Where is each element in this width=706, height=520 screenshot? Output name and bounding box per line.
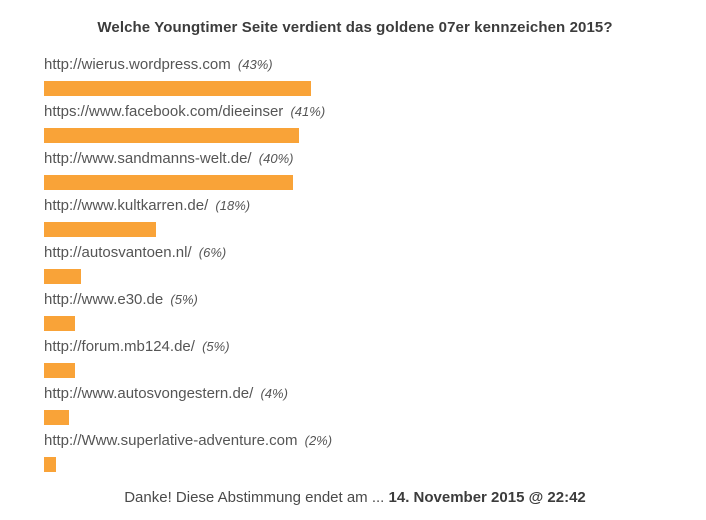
poll-option-label: https://www.facebook.com/dieeinser (41%) xyxy=(44,102,666,122)
poll-option-url: http://Www.superlative-adventure.com xyxy=(44,432,298,449)
poll-option-row: http://www.e30.de (5%) xyxy=(44,290,666,331)
poll-option-label: http://autosvantoen.nl/ (6%) xyxy=(44,243,666,263)
poll-option-bar xyxy=(44,81,312,96)
poll-option-percent: (43%) xyxy=(237,57,273,72)
poll-option-percent: (2%) xyxy=(304,433,333,448)
poll-option-url: http://www.e30.de xyxy=(44,291,164,308)
poll-option-bar xyxy=(44,128,300,143)
poll-option-url: http://www.kultkarren.de/ xyxy=(44,197,209,214)
poll-option-bar xyxy=(44,175,293,190)
poll-option-url: http://wierus.wordpress.com xyxy=(44,56,231,73)
poll-results-list: http://wierus.wordpress.com (43%) https:… xyxy=(44,55,666,472)
poll-option-row: http://www.sandmanns-welt.de/ (40%) xyxy=(44,149,666,190)
poll-option-row: http://www.autosvongestern.de/ (4%) xyxy=(44,384,666,425)
poll-option-percent: (4%) xyxy=(260,386,288,401)
poll-option-label: http://Www.superlative-adventure.com (2%… xyxy=(44,431,666,451)
poll-footer: Danke! Diese Abstimmung endet am ... 14.… xyxy=(44,489,666,506)
poll-option-percent: (41%) xyxy=(290,104,326,119)
poll-end-date: 14. November 2015 @ 22:42 xyxy=(388,489,586,506)
poll-option-url: http://autosvantoen.nl/ xyxy=(44,244,192,261)
poll-option-bar xyxy=(44,222,156,237)
poll-option-row: http://www.kultkarren.de/ (18%) xyxy=(44,196,666,237)
poll-option-percent: (5%) xyxy=(202,339,230,354)
poll-option-bar xyxy=(44,363,76,378)
poll-widget: Welche Youngtimer Seite verdient das gol… xyxy=(44,0,666,506)
poll-option-url: http://www.sandmanns-welt.de/ xyxy=(44,150,252,167)
poll-option-label: http://www.e30.de (5%) xyxy=(44,290,666,310)
poll-option-percent: (6%) xyxy=(198,245,227,260)
poll-option-label: http://wierus.wordpress.com (43%) xyxy=(44,55,666,75)
poll-option-url: http://forum.mb124.de/ xyxy=(44,338,195,355)
poll-option-label: http://forum.mb124.de/ (5%) xyxy=(44,337,666,357)
poll-title: Welche Youngtimer Seite verdient das gol… xyxy=(97,19,613,36)
poll-option-label: http://www.sandmanns-welt.de/ (40%) xyxy=(44,149,666,169)
poll-option-row: https://www.facebook.com/dieeinser (41%) xyxy=(44,102,666,143)
poll-option-row: http://wierus.wordpress.com (43%) xyxy=(44,55,666,96)
poll-option-bar xyxy=(44,457,57,472)
poll-option-percent: (40%) xyxy=(258,151,294,166)
poll-option-bar xyxy=(44,410,69,425)
poll-option-percent: (18%) xyxy=(215,198,251,213)
poll-option-row: http://forum.mb124.de/ (5%) xyxy=(44,337,666,378)
poll-option-url: https://www.facebook.com/dieeinser xyxy=(44,103,284,120)
poll-option-url: http://www.autosvongestern.de/ xyxy=(44,385,254,402)
poll-option-bar xyxy=(44,269,82,284)
poll-option-label: http://www.kultkarren.de/ (18%) xyxy=(44,196,666,216)
poll-option-bar xyxy=(44,316,76,331)
poll-option-row: http://Www.superlative-adventure.com (2%… xyxy=(44,431,666,472)
poll-option-label: http://www.autosvongestern.de/ (4%) xyxy=(44,384,666,404)
poll-footer-text: Danke! Diese Abstimmung endet am ... xyxy=(124,489,389,506)
poll-option-percent: (5%) xyxy=(170,292,198,307)
poll-option-row: http://autosvantoen.nl/ (6%) xyxy=(44,243,666,284)
